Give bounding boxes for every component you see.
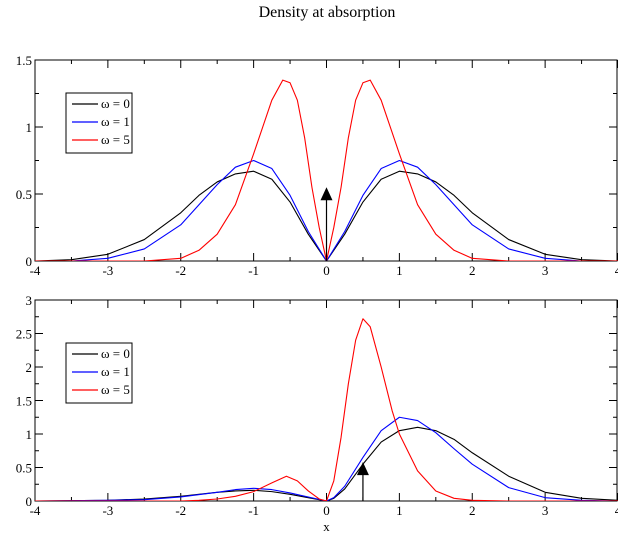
x-tick-label: -1 bbox=[248, 503, 259, 518]
x-tick-label: 2 bbox=[469, 263, 476, 278]
x-tick-label: 1 bbox=[396, 263, 403, 278]
legend-label: ω = 5 bbox=[101, 132, 130, 147]
bottom-panel: -4 -3 -2 -1 0 1 2 3 4 0 0.5 1 1.5 2 2.5 3 ω = 0 ω = 1 ω = … bbox=[16, 293, 618, 534]
series-line-1 bbox=[35, 416, 618, 501]
x-tick-label: -3 bbox=[102, 503, 113, 518]
legend-label: ω = 1 bbox=[101, 114, 130, 129]
x-tick-label: 4 bbox=[615, 263, 618, 278]
x-tick-label: 0 bbox=[323, 263, 330, 278]
x-tick-label: -4 bbox=[30, 503, 41, 518]
x-tick-label: 0 bbox=[323, 503, 330, 518]
y-tick-label: 0.5 bbox=[16, 461, 32, 476]
x-tick-label: 4 bbox=[615, 503, 618, 518]
x-tick-label: -1 bbox=[248, 263, 259, 278]
legend-label: ω = 1 bbox=[101, 364, 130, 379]
legend-label: ω = 0 bbox=[101, 346, 130, 361]
x-tick-label: -4 bbox=[30, 263, 41, 278]
arrow-head bbox=[320, 187, 333, 201]
series-line-2 bbox=[35, 79, 618, 261]
x-axis-label: x bbox=[323, 519, 330, 534]
series-line-0 bbox=[35, 170, 618, 261]
y-tick-label: 2.5 bbox=[16, 327, 32, 342]
x-tick-label: -2 bbox=[175, 263, 186, 278]
series-line-2 bbox=[35, 318, 618, 501]
top-panel: -4 -3 -2 -1 0 1 2 3 4 0 0.5 1 1.5 ω = 0 ω = 1 ω = 5 bbox=[16, 53, 618, 278]
y-tick-label: 1 bbox=[26, 427, 33, 442]
x-tick-label: 2 bbox=[469, 503, 476, 518]
legend-label: ω = 0 bbox=[101, 96, 130, 111]
legend-box bbox=[65, 342, 133, 404]
x-tick-label: 3 bbox=[542, 263, 549, 278]
y-tick-label: 1 bbox=[26, 120, 33, 135]
legend-box bbox=[65, 92, 133, 154]
y-tick-label: 0.5 bbox=[16, 187, 32, 202]
legend-label: ω = 5 bbox=[101, 382, 130, 397]
y-tick-label: 1.5 bbox=[16, 394, 32, 409]
x-tick-label: 3 bbox=[542, 503, 549, 518]
series-line-1 bbox=[35, 159, 618, 261]
y-tick-label: 0 bbox=[26, 494, 33, 509]
y-tick-label: 3 bbox=[26, 293, 33, 308]
chart-title: Density at absorption bbox=[259, 4, 396, 21]
x-tick-label: 1 bbox=[396, 503, 403, 518]
arrow-head bbox=[356, 462, 369, 476]
y-tick-label: 1.5 bbox=[16, 53, 32, 68]
y-tick-label: 0 bbox=[26, 254, 33, 269]
y-tick-label: 2 bbox=[26, 360, 33, 375]
x-tick-label: -2 bbox=[175, 503, 186, 518]
series-line-0 bbox=[35, 426, 618, 501]
x-tick-label: -3 bbox=[102, 263, 113, 278]
